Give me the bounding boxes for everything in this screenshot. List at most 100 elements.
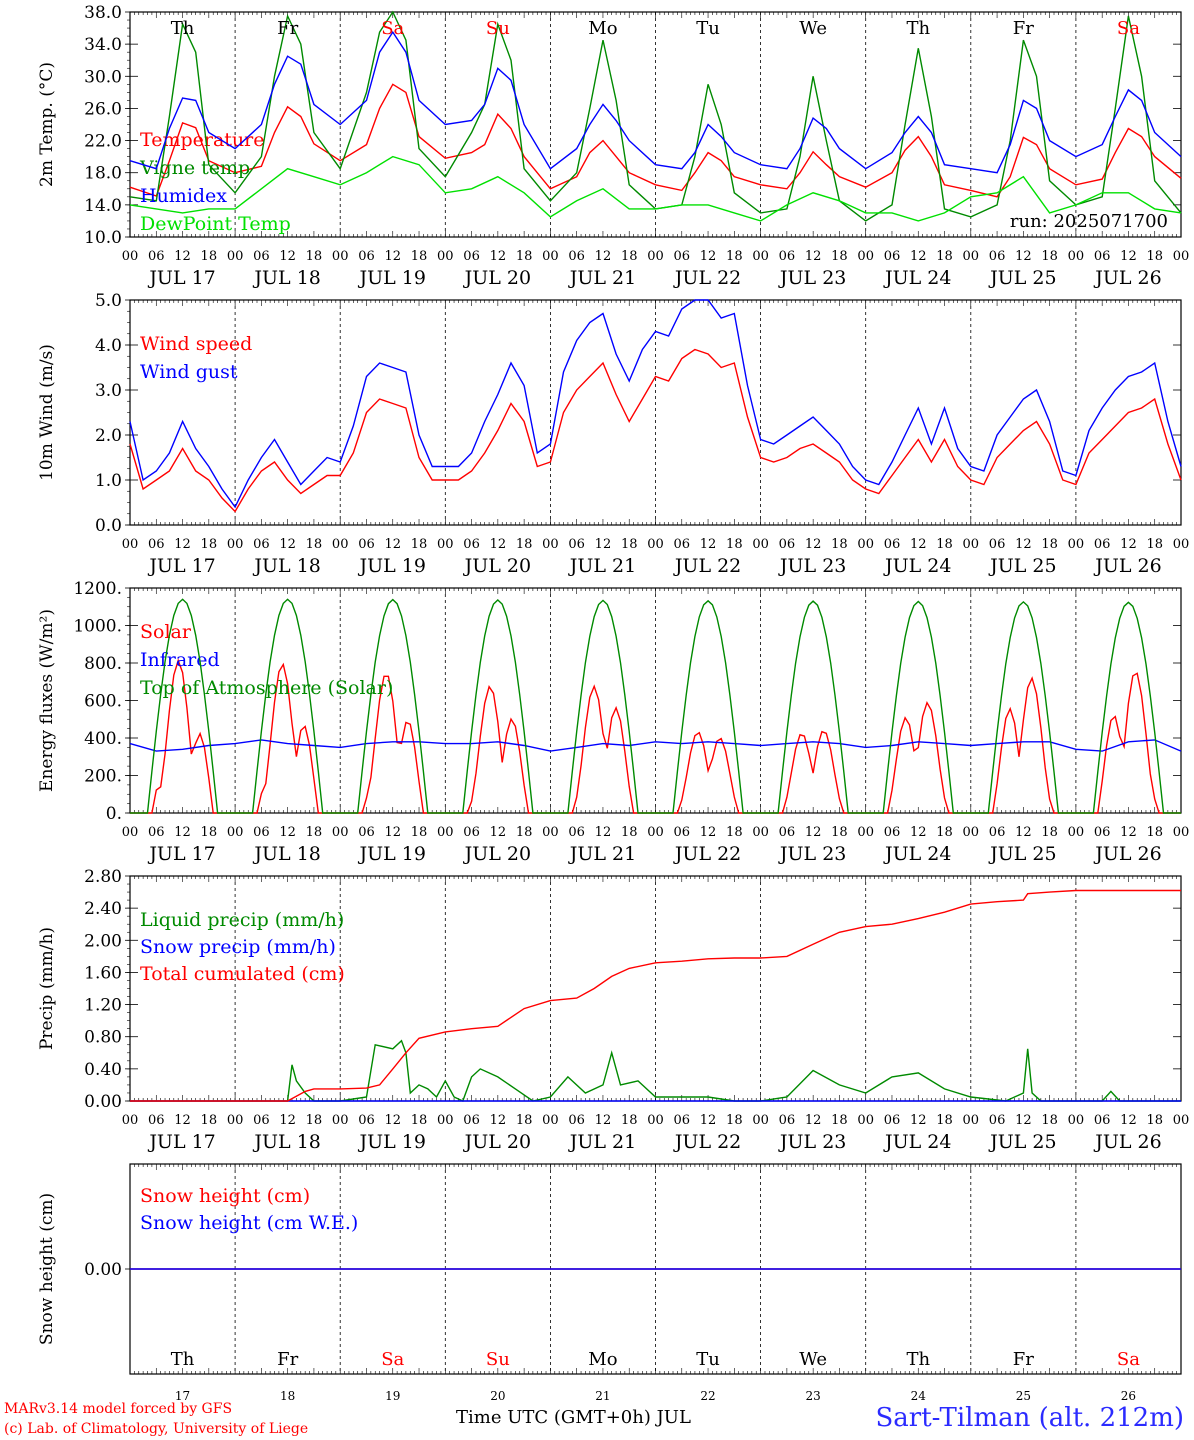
hour-tick-label: 00	[437, 1113, 454, 1128]
hour-tick-label: 06	[779, 249, 796, 264]
legend-dewpoint-temp: DewPoint Temp	[140, 213, 291, 235]
day-number-label: 18	[280, 1389, 295, 1403]
hour-tick-label: 00	[857, 1113, 874, 1128]
legend-snow-height-cm: Snow height (cm)	[140, 1185, 310, 1207]
hour-tick-label: 06	[989, 1113, 1006, 1128]
hour-tick-label: 06	[253, 537, 270, 552]
series-line-liquid-precip-mm-h	[130, 1039, 1181, 1102]
hour-tick-label: 00	[1173, 1113, 1190, 1128]
y-tick-label: 0.80	[84, 1028, 122, 1048]
hour-tick-label: 18	[516, 825, 533, 840]
hour-tick-label: 00	[437, 249, 454, 264]
hour-tick-label: 00	[752, 537, 769, 552]
hour-tick-label: 06	[674, 537, 691, 552]
hour-tick-label: 18	[621, 249, 638, 264]
hour-tick-label: 06	[358, 249, 375, 264]
date-label: JUL 23	[778, 555, 846, 577]
hour-tick-label: 00	[227, 1113, 244, 1128]
hour-tick-label: 06	[253, 825, 270, 840]
hour-tick-label: 00	[963, 249, 980, 264]
date-label: JUL 25	[988, 555, 1056, 577]
hour-tick-label: 00	[752, 825, 769, 840]
hour-tick-label: 12	[1015, 249, 1032, 264]
hour-tick-label: 12	[700, 825, 717, 840]
hour-tick-label: 06	[358, 825, 375, 840]
hour-tick-label: 06	[779, 1113, 796, 1128]
hour-tick-label: 00	[752, 1113, 769, 1128]
y-tick-label: 0.	[106, 804, 122, 824]
hour-tick-label: 18	[1146, 537, 1163, 552]
day-number-label: 21	[595, 1389, 610, 1403]
date-label: JUL 22	[673, 267, 741, 289]
hour-tick-label: 06	[779, 825, 796, 840]
hour-tick-label: 18	[1146, 1113, 1163, 1128]
hour-tick-label: 06	[568, 537, 585, 552]
hour-tick-label: 00	[332, 537, 349, 552]
hour-tick-label: 18	[1041, 249, 1058, 264]
hour-tick-label: 18	[726, 825, 743, 840]
y-tick-label: 18.0	[84, 164, 122, 184]
run-annotation: run: 2025071700	[1010, 211, 1168, 232]
y-tick-label: 34.0	[84, 35, 122, 55]
y-tick-label: 1.0	[95, 471, 122, 491]
day-of-week-label: Mo	[588, 1349, 617, 1370]
hour-tick-label: 00	[857, 537, 874, 552]
hour-tick-label: 18	[306, 1113, 323, 1128]
date-label: JUL 19	[358, 1131, 426, 1153]
hour-tick-label: 12	[805, 825, 822, 840]
hour-tick-label: 18	[1041, 1113, 1058, 1128]
y-tick-label: 38.0	[84, 3, 122, 23]
y-tick-label: 22.0	[84, 132, 122, 152]
hour-tick-label: 00	[542, 249, 559, 264]
hour-tick-label: 00	[647, 249, 664, 264]
y-tick-label: 30.0	[84, 67, 122, 87]
date-label: JUL 17	[147, 555, 215, 577]
y-tick-label: 26.0	[84, 99, 122, 119]
y-axis-title: Snow height (cm)	[37, 1193, 57, 1345]
legend-total-cumulated-cm: Total cumulated (cm)	[140, 963, 345, 985]
legend-snow-height-cm-w-e: Snow height (cm W.E.)	[140, 1212, 358, 1234]
y-tick-label: 2.0	[95, 426, 122, 446]
hour-tick-label: 18	[201, 537, 218, 552]
legend-wind-speed: Wind speed	[140, 333, 252, 355]
hour-tick-label: 12	[910, 537, 927, 552]
hour-tick-label: 00	[857, 249, 874, 264]
series-line-wind-gust	[129, 299, 1182, 509]
y-tick-label: 4.0	[95, 336, 122, 356]
hour-tick-label: 12	[700, 537, 717, 552]
hour-tick-label: 18	[831, 537, 848, 552]
hour-tick-label: 18	[621, 1113, 638, 1128]
date-label: JUL 18	[252, 1131, 320, 1153]
series-line-dewpoint-temp	[129, 155, 1182, 222]
date-label: JUL 24	[883, 555, 951, 577]
hour-tick-label: 18	[726, 249, 743, 264]
hour-tick-label: 12	[700, 1113, 717, 1128]
day-of-week-label: Th	[906, 1349, 930, 1370]
hour-tick-label: 12	[805, 1113, 822, 1128]
hour-tick-label: 06	[674, 825, 691, 840]
date-label: JUL 18	[252, 267, 320, 289]
day-number-label: 20	[490, 1389, 505, 1403]
y-tick-label: 200.	[84, 767, 122, 787]
y-tick-label: 600.	[84, 692, 122, 712]
hour-tick-label: 06	[1094, 249, 1111, 264]
day-of-week-label: Th	[171, 18, 195, 39]
hour-tick-label: 12	[700, 249, 717, 264]
hour-tick-label: 06	[674, 249, 691, 264]
series-line-humidex	[129, 30, 1182, 174]
hour-tick-label: 00	[542, 537, 559, 552]
hour-tick-label: 12	[805, 249, 822, 264]
date-label: JUL 18	[252, 843, 320, 865]
hour-tick-label: 12	[174, 537, 191, 552]
hour-tick-label: 00	[963, 825, 980, 840]
series-line-total-cumulated-cm	[130, 889, 1181, 1102]
date-label: JUL 17	[147, 1131, 215, 1153]
hour-tick-label: 00	[122, 825, 139, 840]
date-label: JUL 21	[568, 267, 636, 289]
hour-tick-label: 06	[884, 537, 901, 552]
hour-tick-label: 18	[726, 1113, 743, 1128]
date-label: JUL 25	[988, 267, 1056, 289]
date-label: JUL 17	[147, 267, 215, 289]
y-tick-label: 2.40	[84, 899, 122, 919]
hour-tick-label: 18	[201, 249, 218, 264]
